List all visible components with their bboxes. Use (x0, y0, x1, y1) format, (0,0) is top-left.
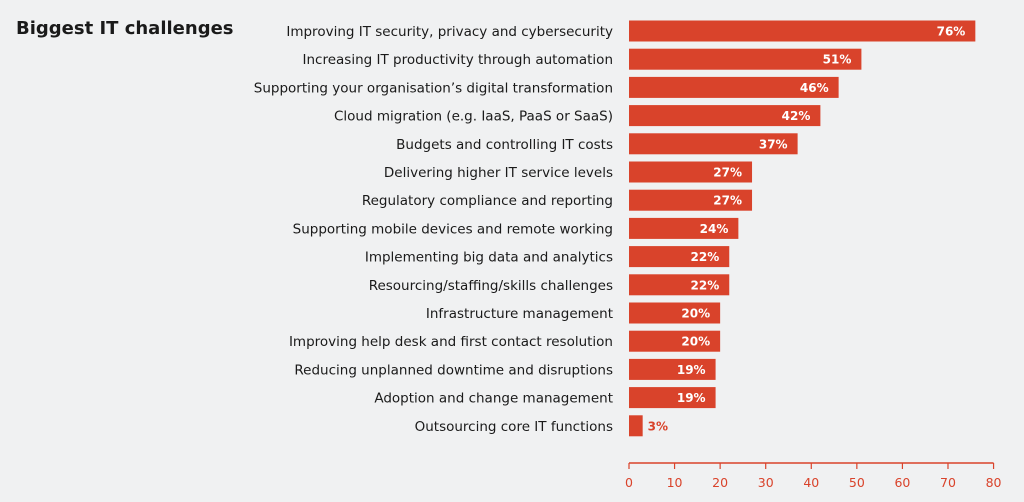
chart-title: Biggest IT challenges (16, 18, 234, 39)
category-label: Budgets and controlling IT costs (396, 137, 613, 153)
value-label: 51% (823, 53, 852, 67)
value-label: 46% (800, 81, 829, 95)
x-tick-label: 10 (667, 475, 683, 490)
bar (629, 302, 721, 324)
bar (629, 20, 976, 42)
bar (629, 274, 730, 296)
x-tick-label: 70 (940, 475, 956, 490)
value-label: 42% (782, 109, 811, 123)
value-label: 20% (681, 335, 710, 349)
bar (629, 217, 739, 239)
category-label: Improving help desk and first contact re… (289, 334, 613, 350)
value-label: 19% (677, 391, 706, 405)
x-tick-label: 50 (849, 475, 865, 490)
value-label: 24% (700, 222, 729, 236)
bar (629, 48, 862, 70)
x-tick-label: 60 (894, 475, 910, 490)
value-label: 3% (648, 419, 668, 433)
x-tick-label: 0 (625, 475, 633, 490)
value-label: 22% (691, 278, 720, 292)
x-tick-label: 80 (986, 475, 1002, 490)
value-label: 27% (713, 166, 742, 180)
category-label: Reducing unplanned downtime and disrupti… (294, 362, 613, 378)
category-label: Delivering higher IT service levels (384, 165, 613, 181)
x-tick-label: 20 (712, 475, 728, 490)
category-label: Outsourcing core IT functions (415, 419, 613, 435)
x-tick-label: 40 (803, 475, 819, 490)
x-tick-label: 30 (758, 475, 774, 490)
bar (629, 76, 839, 98)
category-label: Supporting mobile devices and remote wor… (293, 221, 613, 237)
category-label: Improving IT security, privacy and cyber… (286, 24, 613, 40)
value-label: 20% (681, 307, 710, 321)
value-label: 76% (937, 25, 966, 39)
x-axis: 0 10 20 30 40 50 60 70 80 (625, 462, 1002, 490)
bars-group: Improving IT security, privacy and cyber… (254, 20, 976, 437)
bar (629, 189, 753, 211)
value-label: 19% (677, 363, 706, 377)
category-label: Infrastructure management (426, 306, 613, 322)
bar (629, 133, 798, 155)
category-label: Implementing big data and analytics (365, 250, 613, 266)
bar (629, 387, 716, 409)
bar (629, 415, 643, 437)
bar (629, 105, 821, 127)
category-label: Adoption and change management (374, 391, 613, 407)
category-label: Cloud migration (e.g. IaaS, PaaS or SaaS… (334, 109, 613, 125)
value-label: 27% (713, 194, 742, 208)
category-label: Regulatory compliance and reporting (362, 193, 613, 209)
value-label: 37% (759, 137, 788, 151)
bar (629, 330, 721, 352)
bar (629, 161, 753, 183)
category-label: Resourcing/staffing/skills challenges (369, 278, 613, 294)
category-label: Supporting your organisation’s digital t… (254, 80, 613, 96)
category-label: Increasing IT productivity through autom… (303, 52, 614, 68)
bar (629, 358, 716, 380)
value-label: 22% (691, 250, 720, 264)
bar (629, 246, 730, 268)
